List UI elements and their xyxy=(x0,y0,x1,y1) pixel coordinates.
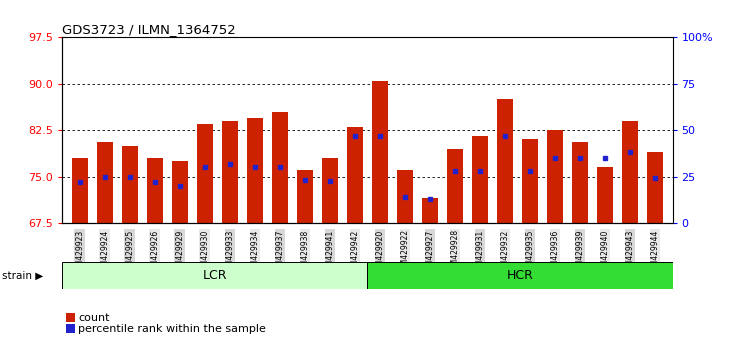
Bar xyxy=(622,121,638,223)
Bar xyxy=(172,161,188,223)
Bar xyxy=(246,118,263,223)
Text: strain ▶: strain ▶ xyxy=(2,270,43,280)
Bar xyxy=(121,145,138,223)
Text: GDS3723 / ILMN_1364752: GDS3723 / ILMN_1364752 xyxy=(62,23,236,36)
Bar xyxy=(297,170,313,223)
Bar xyxy=(146,158,163,223)
Bar xyxy=(422,198,438,223)
Bar xyxy=(367,262,673,289)
Bar xyxy=(371,81,388,223)
Bar xyxy=(497,99,513,223)
Bar xyxy=(647,152,663,223)
Text: HCR: HCR xyxy=(507,269,534,282)
Bar xyxy=(447,149,463,223)
Bar xyxy=(197,124,213,223)
Text: LCR: LCR xyxy=(202,269,227,282)
Bar xyxy=(522,139,538,223)
Bar xyxy=(221,121,238,223)
Text: count: count xyxy=(78,313,110,323)
Bar xyxy=(322,158,338,223)
Bar xyxy=(62,262,367,289)
Bar xyxy=(572,143,588,223)
Bar xyxy=(96,143,113,223)
Bar xyxy=(547,130,563,223)
Bar xyxy=(72,158,88,223)
Bar xyxy=(272,112,288,223)
Bar xyxy=(596,167,613,223)
Bar xyxy=(346,127,363,223)
Text: percentile rank within the sample: percentile rank within the sample xyxy=(78,324,266,333)
Bar xyxy=(397,170,413,223)
Bar xyxy=(471,136,488,223)
